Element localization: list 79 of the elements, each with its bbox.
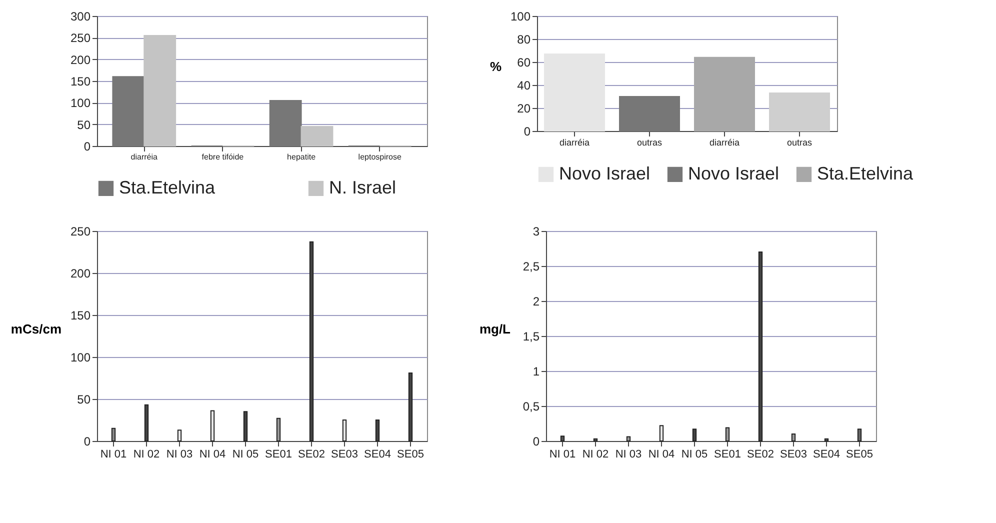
x-tick-label: NI 02	[582, 448, 609, 460]
x-tick-label: NI 05	[681, 448, 708, 460]
x-tick-label: diarréia	[709, 138, 740, 148]
y-tick-label: 300	[70, 10, 91, 24]
y-tick-label: 150	[70, 308, 91, 322]
bar	[593, 438, 598, 442]
x-tick-label: SE02	[747, 448, 774, 460]
y-tick-label: 200	[70, 52, 91, 67]
bar	[112, 76, 145, 146]
bar	[300, 126, 334, 146]
y-tick-label: 0	[84, 434, 91, 448]
bar	[144, 35, 176, 146]
x-tick-label: NI 04	[199, 448, 226, 460]
x-tick-label: SE05	[846, 448, 873, 460]
legend-label: Sta.Etelvina	[817, 163, 914, 184]
x-tick-label: SE02	[298, 448, 325, 460]
y-tick-label: 40	[517, 78, 531, 92]
bar	[560, 436, 565, 442]
y-tick-label: 2,5	[522, 260, 540, 274]
bar	[659, 425, 664, 442]
x-tick-label: diarréia	[559, 138, 590, 148]
x-tick-label: SE04	[813, 448, 840, 460]
x-tick-label: NI 03	[166, 448, 193, 460]
bar	[791, 434, 796, 442]
x-tick-label: NI 05	[232, 448, 259, 460]
bar	[626, 436, 631, 442]
bar	[269, 100, 302, 146]
x-tick-label: SE03	[331, 448, 358, 460]
y-tick-label: 150	[70, 74, 91, 88]
y-tick-label: 0	[532, 434, 540, 448]
legend-label: Sta.Etelvina	[119, 177, 216, 198]
x-tick-label: outras	[786, 138, 813, 148]
y-axis-title: %	[490, 59, 502, 74]
y-tick-label: 0	[524, 124, 531, 138]
bar	[276, 418, 281, 442]
x-tick-label: NI 01	[100, 448, 127, 460]
legend-label: Novo Israel	[688, 163, 780, 184]
y-tick-label: 100	[510, 10, 531, 24]
x-tick-label: NI 01	[549, 448, 576, 460]
y-tick-label: 60	[517, 56, 531, 70]
y-tick-label: 2	[532, 294, 540, 308]
bar	[342, 420, 347, 442]
bar	[857, 428, 862, 442]
bar	[824, 438, 829, 442]
x-tick-label: SE05	[397, 448, 424, 460]
y-tick-label: 100	[70, 96, 91, 110]
x-tick-label: SE04	[364, 448, 391, 460]
y-axis-title: mCs/cm	[10, 322, 62, 336]
y-tick-label: 50	[77, 118, 91, 132]
y-tick-label: 0,5	[522, 400, 540, 414]
y-tick-label: 50	[77, 392, 91, 406]
x-tick-label: NI 03	[615, 448, 642, 460]
x-tick-label: NI 04	[648, 448, 675, 460]
x-tick-label: NI 02	[133, 448, 160, 460]
x-tick-label: hepatite	[287, 152, 316, 162]
bar	[111, 428, 116, 442]
y-tick-label: 250	[70, 31, 91, 46]
x-tick-label: diarréia	[130, 152, 158, 162]
y-tick-label: 80	[517, 32, 531, 46]
y-tick-label: 1,5	[522, 330, 540, 344]
y-axis-title: mg/L	[479, 322, 511, 336]
x-tick-label: outras	[636, 138, 663, 148]
bar	[725, 427, 730, 442]
x-tick-label: SE01	[714, 448, 741, 460]
y-tick-label: 100	[70, 350, 91, 364]
y-tick-label: 1	[532, 364, 540, 378]
x-tick-label: leptospirose	[358, 152, 402, 162]
legend-label: N. Israel	[329, 177, 396, 198]
legend-label: Novo Israel	[559, 163, 650, 184]
x-tick-label: SE01	[265, 448, 292, 460]
y-tick-label: 0	[84, 140, 91, 154]
y-tick-label: 250	[70, 224, 91, 238]
y-tick-label: 200	[70, 266, 91, 280]
bar	[177, 430, 182, 442]
x-tick-label: SE03	[780, 448, 807, 460]
y-tick-label: 3	[532, 224, 540, 238]
bar	[210, 410, 215, 442]
y-tick-label: 20	[517, 102, 531, 116]
x-tick-label: febre tifóide	[202, 152, 244, 162]
